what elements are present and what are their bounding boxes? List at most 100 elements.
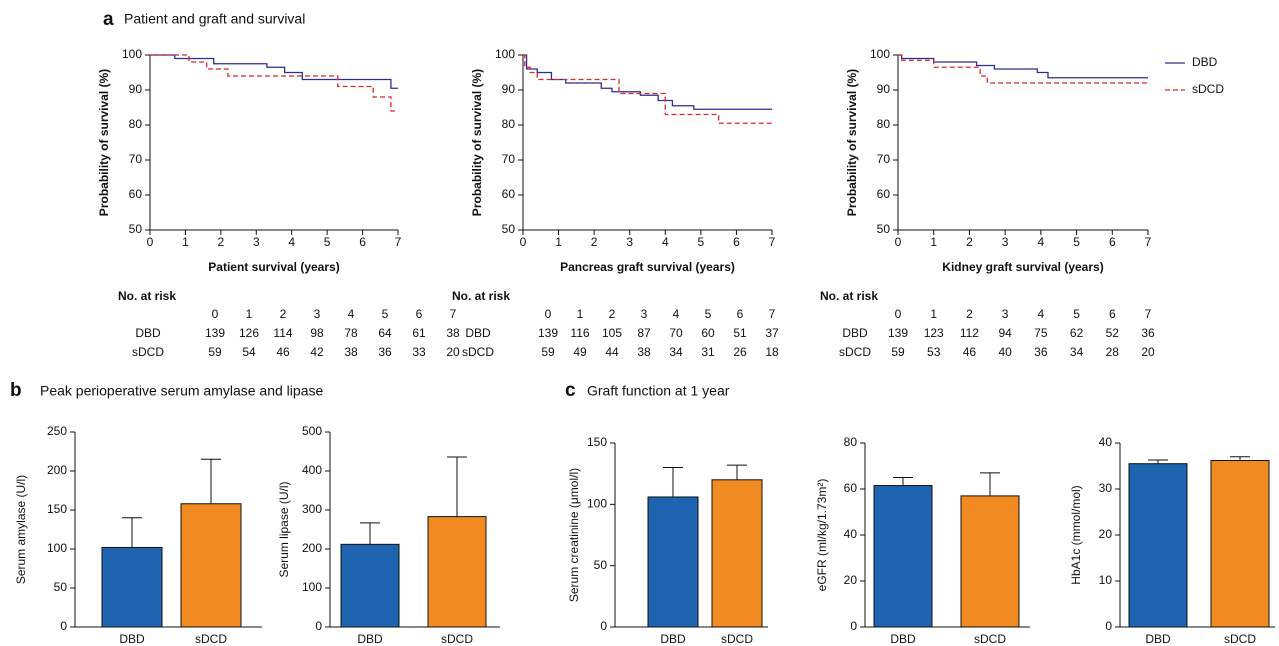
risk-time: 6 <box>416 307 423 321</box>
x-tick-label: 6 <box>359 235 366 249</box>
survival-curve <box>150 54 398 89</box>
risk-row-name: sDCD <box>839 345 871 359</box>
risk-time: 3 <box>1002 307 1009 321</box>
x-tick-label: 2 <box>591 235 598 249</box>
y-tick-label: 40 <box>844 527 858 541</box>
y-tick-label: 90 <box>129 82 143 96</box>
y-axis-label: Serum lipase (U/l) <box>277 481 291 577</box>
y-tick-label: 60 <box>877 187 891 201</box>
y-tick-label: 0 <box>1105 619 1112 633</box>
risk-value: 36 <box>1034 345 1048 359</box>
y-tick-label: 10 <box>1099 573 1113 587</box>
risk-value: 116 <box>570 326 589 340</box>
x-tick-label: 7 <box>769 235 776 249</box>
risk-value: 46 <box>276 345 290 359</box>
bar <box>647 496 699 628</box>
y-axis-label: HbA1c (mmol/mol) <box>1069 485 1083 584</box>
risk-time: 7 <box>450 307 457 321</box>
x-tick-label: sDCD <box>721 632 753 646</box>
bar <box>180 503 242 628</box>
x-tick-label: DBD <box>890 632 916 646</box>
risk-time: 7 <box>769 307 776 321</box>
y-tick-label: 70 <box>502 152 516 166</box>
risk-value: 61 <box>412 326 426 340</box>
risk-table-title: No. at risk <box>452 289 510 303</box>
risk-value: 26 <box>733 345 747 359</box>
risk-value: 46 <box>963 345 977 359</box>
risk-time: 0 <box>545 307 552 321</box>
x-tick-label: 5 <box>324 235 331 249</box>
risk-row-name: sDCD <box>462 345 494 359</box>
risk-time: 6 <box>1109 307 1116 321</box>
risk-value: 42 <box>310 345 324 359</box>
y-tick-label: 50 <box>877 222 891 236</box>
risk-value: 40 <box>998 345 1012 359</box>
legend-label: sDCD <box>1192 82 1224 96</box>
y-tick-label: 500 <box>302 424 322 438</box>
panel-letter: c <box>565 380 576 401</box>
x-tick-label: 3 <box>1002 235 1009 249</box>
risk-time: 0 <box>895 307 902 321</box>
survival-curve <box>523 54 772 124</box>
bar <box>1210 459 1270 628</box>
x-tick-label: DBD <box>357 632 383 646</box>
bar <box>873 485 933 628</box>
y-tick-label: 0 <box>600 619 607 633</box>
risk-value: 51 <box>733 326 747 340</box>
y-tick-label: 60 <box>844 481 858 495</box>
x-tick-label: 0 <box>895 235 902 249</box>
x-tick-label: 0 <box>147 235 154 249</box>
x-tick-label: DBD <box>119 632 145 646</box>
y-tick-label: 60 <box>502 187 516 201</box>
risk-row-name: sDCD <box>132 345 164 359</box>
x-tick-label: 4 <box>1038 235 1045 249</box>
panel-title: Patient and graft and survival <box>124 11 305 27</box>
risk-value: 114 <box>273 326 292 340</box>
x-tick-label: DBD <box>1145 632 1171 646</box>
risk-value: 59 <box>541 345 555 359</box>
risk-time: 1 <box>577 307 584 321</box>
y-tick-label: 20 <box>844 573 858 587</box>
bar <box>427 516 487 628</box>
y-axis-label: eGFR (ml/kg/1.73m²) <box>815 479 829 592</box>
x-tick-label: 4 <box>662 235 669 249</box>
risk-value: 139 <box>888 326 908 340</box>
risk-value: 52 <box>1106 326 1120 340</box>
risk-value: 36 <box>1141 326 1155 340</box>
risk-time: 3 <box>641 307 648 321</box>
y-axis-label: Serum amylase (U/l) <box>14 475 28 584</box>
risk-value: 59 <box>208 345 222 359</box>
x-tick-label: 6 <box>733 235 740 249</box>
bar <box>1128 463 1188 628</box>
y-tick-label: 70 <box>877 152 891 166</box>
risk-value: 36 <box>378 345 392 359</box>
y-tick-label: 200 <box>302 541 322 555</box>
risk-value: 28 <box>1106 345 1120 359</box>
x-tick-label: 3 <box>253 235 260 249</box>
y-axis-label: Probability of survival (%) <box>97 69 111 216</box>
risk-value: 78 <box>344 326 358 340</box>
x-tick-label: 3 <box>626 235 633 249</box>
y-tick-label: 300 <box>302 502 322 516</box>
y-tick-label: 90 <box>502 82 516 96</box>
x-tick-label: 1 <box>182 235 189 249</box>
y-tick-label: 150 <box>587 435 607 449</box>
risk-value: 31 <box>701 345 715 359</box>
y-tick-label: 40 <box>1099 435 1113 449</box>
x-tick-label: 2 <box>966 235 973 249</box>
y-tick-label: 80 <box>502 117 516 131</box>
risk-value: 20 <box>446 345 460 359</box>
risk-value: 49 <box>573 345 587 359</box>
panel-letter: a <box>103 9 114 30</box>
x-tick-label: 5 <box>698 235 705 249</box>
risk-row-name: DBD <box>465 326 491 340</box>
y-tick-label: 200 <box>47 463 67 477</box>
bar <box>340 543 400 628</box>
panel-letter: b <box>10 380 22 401</box>
risk-value: 60 <box>701 326 715 340</box>
risk-time: 2 <box>280 307 287 321</box>
y-tick-label: 80 <box>877 117 891 131</box>
y-tick-label: 50 <box>594 558 608 572</box>
x-tick-label: 1 <box>930 235 937 249</box>
x-tick-label: 6 <box>1109 235 1116 249</box>
